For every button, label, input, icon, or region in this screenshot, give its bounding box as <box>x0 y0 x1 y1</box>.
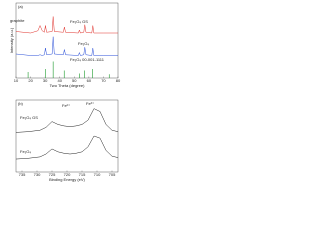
y-axis-title: Intensity (a.u.) <box>9 27 14 53</box>
series-label: Fe₃O₄ 00-001-1111 <box>70 57 105 62</box>
series-label: Fe₃O₄ GS <box>20 115 38 120</box>
x-tick-label: 735 <box>19 172 26 177</box>
x-tick-label: 80 <box>116 78 121 83</box>
series-label: Fe₃O₄ <box>78 41 89 46</box>
x-axis-title: Two Theta (degree) <box>50 83 86 88</box>
plot-frame <box>15 2 119 79</box>
series-line <box>15 36 118 56</box>
x-axis-title: Binding Energy (eV) <box>49 177 85 182</box>
annotation: Fe³⁺ <box>86 101 94 106</box>
series-line <box>15 135 119 160</box>
panel-label: (a) <box>18 4 24 9</box>
annotation: graphite <box>10 18 25 23</box>
x-tick-label: 720 <box>64 172 71 177</box>
x-tick-label: 30 <box>43 78 48 83</box>
x-tick-label: 710 <box>94 172 101 177</box>
series-line <box>15 108 119 133</box>
x-tick-label: 70 <box>101 78 106 83</box>
x-tick-label: 725 <box>49 172 56 177</box>
series-line <box>15 16 118 34</box>
figure: 10 20 30 40 50 60 70 80 Two Theta (degree) Intens… <box>9 2 121 182</box>
x-tick-label: 50 <box>72 78 77 83</box>
x-tick-label: 730 <box>34 172 41 177</box>
x-tick-label: 20 <box>28 78 33 83</box>
x-tick-label: 60 <box>87 78 92 83</box>
x-tick-label: 40 <box>57 78 62 83</box>
x-tick-label: 715 <box>79 172 86 177</box>
x-tick-label: 705 <box>109 172 116 177</box>
series-label: Fe₃O₄ GS <box>70 19 88 24</box>
plot-frame <box>15 99 119 173</box>
panel-label: (b) <box>18 101 24 106</box>
series-label: Fe₃O₄ <box>20 149 31 154</box>
x-tick-label: 10 <box>14 78 19 83</box>
annotation: Fe²⁺ <box>62 103 70 108</box>
